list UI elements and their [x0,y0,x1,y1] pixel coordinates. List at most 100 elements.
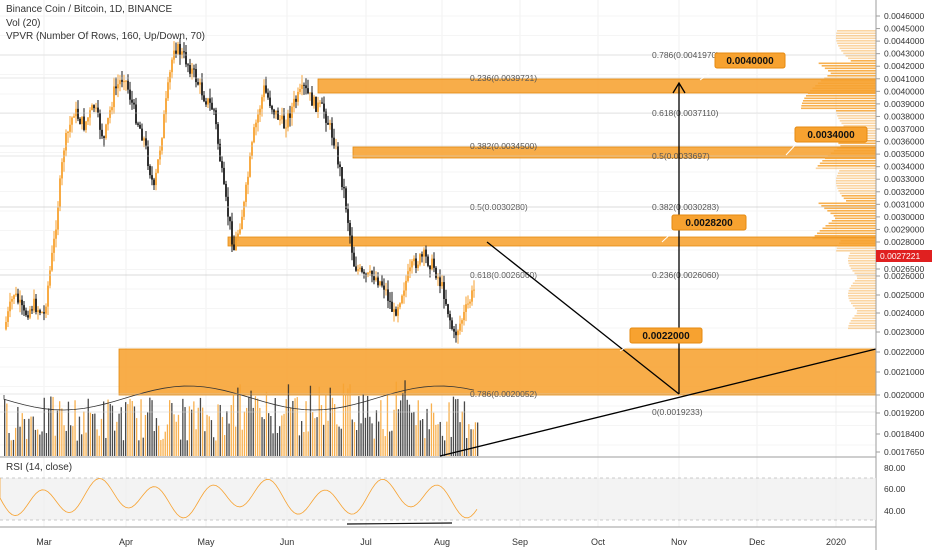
price-tick-label: 0.0042000 [884,61,924,71]
candle-body [257,114,259,123]
candle-body [89,110,91,118]
candle-body [247,176,249,185]
volume-bar [272,433,274,456]
candle-body [361,267,363,272]
volume-bar [50,396,52,456]
vpvr-bar [835,217,876,220]
volume-bar [19,426,21,456]
vpvr-bar [843,52,876,55]
candle-body [183,51,185,53]
trend-line-up[interactable] [439,348,877,457]
volume-bar [307,431,309,456]
candle-body [161,138,163,151]
volume-bar [391,430,393,456]
volume-bar [70,425,72,456]
volume-bar [96,429,98,456]
vpvr-bar [846,200,876,202]
candle-body [67,131,69,134]
volume-bar [226,411,228,456]
candle-body [397,307,399,316]
candle-body [419,254,421,265]
volume-bar [347,388,349,456]
fib-level-label: 0.618(0.0037110) [652,108,719,118]
time-axis[interactable]: Mar Apr May Jun Jul Aug Sep Oct Nov Dec 2020 [36,537,846,547]
volume-bar [296,397,298,456]
zone-2 [352,146,877,159]
volume-bar [323,424,325,456]
volume-bar [171,403,173,456]
volume-bar [81,434,83,456]
price-tick: 0.0026500 [876,264,924,274]
volume-bar [177,414,180,456]
candle-body [43,312,45,314]
volume-bar [384,436,386,456]
volume-bar [191,409,193,456]
candle-body [5,321,7,330]
vpvr-bar [836,185,876,187]
current-price-badge [876,250,932,262]
volume-bar [74,400,76,456]
volume-bar [292,400,294,456]
candle-body [77,108,79,119]
vpvr-bar [836,35,876,37]
fib-level-label: 0.5(0.0033697) [652,151,710,161]
volume-bar [259,407,261,456]
candle-body [141,128,143,141]
candle-body [463,311,465,321]
vpvr-bar [825,225,876,227]
zone-callout-box [629,327,703,344]
vpvr-bar [824,67,876,70]
candle-body [11,299,13,302]
volume-bar [298,435,301,456]
volume-bar [342,383,345,456]
volume-bar [138,440,140,456]
candle-body [7,311,9,322]
vpvr-bar [849,322,876,325]
candle-body [209,98,211,103]
volume-bar [98,435,100,456]
volume-bar [219,404,221,456]
candle-body [87,117,89,122]
candle-body [75,108,77,117]
candle-body [425,249,427,257]
price-tick: 0.0035000 [876,149,924,159]
vpvr-bar [822,160,876,162]
vpvr-bar [821,205,876,207]
vpvr-bar [822,227,876,230]
vpvr-bar [850,285,876,287]
volume-bar [221,416,224,456]
vpvr-bar [848,255,876,257]
volume-bar [215,440,217,456]
candle-body [399,303,401,308]
time-axis-label: 2020 [826,537,846,547]
candle-body [249,156,251,177]
trend-line-down[interactable] [486,241,680,395]
volume-bar [37,429,39,456]
price-tick: 0.0022000 [876,347,924,357]
volume-bar [263,419,265,456]
volume-bar [466,438,468,456]
volume-bar [294,398,296,456]
volume-bar [252,407,254,456]
vpvr-bar [845,55,876,57]
volume-bar [470,429,472,456]
volume-bar [415,425,417,456]
candle-body [175,50,177,54]
candle-body [245,184,247,202]
zone-callouts: 0.0040000 0.0034000 0.0028200 0.0022000 [619,52,868,352]
vpvr-bar [836,112,876,115]
candle-body [339,164,341,168]
vpvr-bar [837,245,876,247]
candle-body [265,85,267,93]
candle-body [269,97,271,106]
vpvr-bar [815,167,876,170]
volume-bar [426,408,428,456]
volume-bar [336,424,338,456]
price-axis[interactable]: 0.0046000 0.0045000 0.0044000 0.0043000 0.00… [876,11,932,457]
volume-bar [389,431,391,456]
candle-body [31,309,33,311]
vpvr-bar [836,40,876,42]
volume-bar [230,404,232,456]
